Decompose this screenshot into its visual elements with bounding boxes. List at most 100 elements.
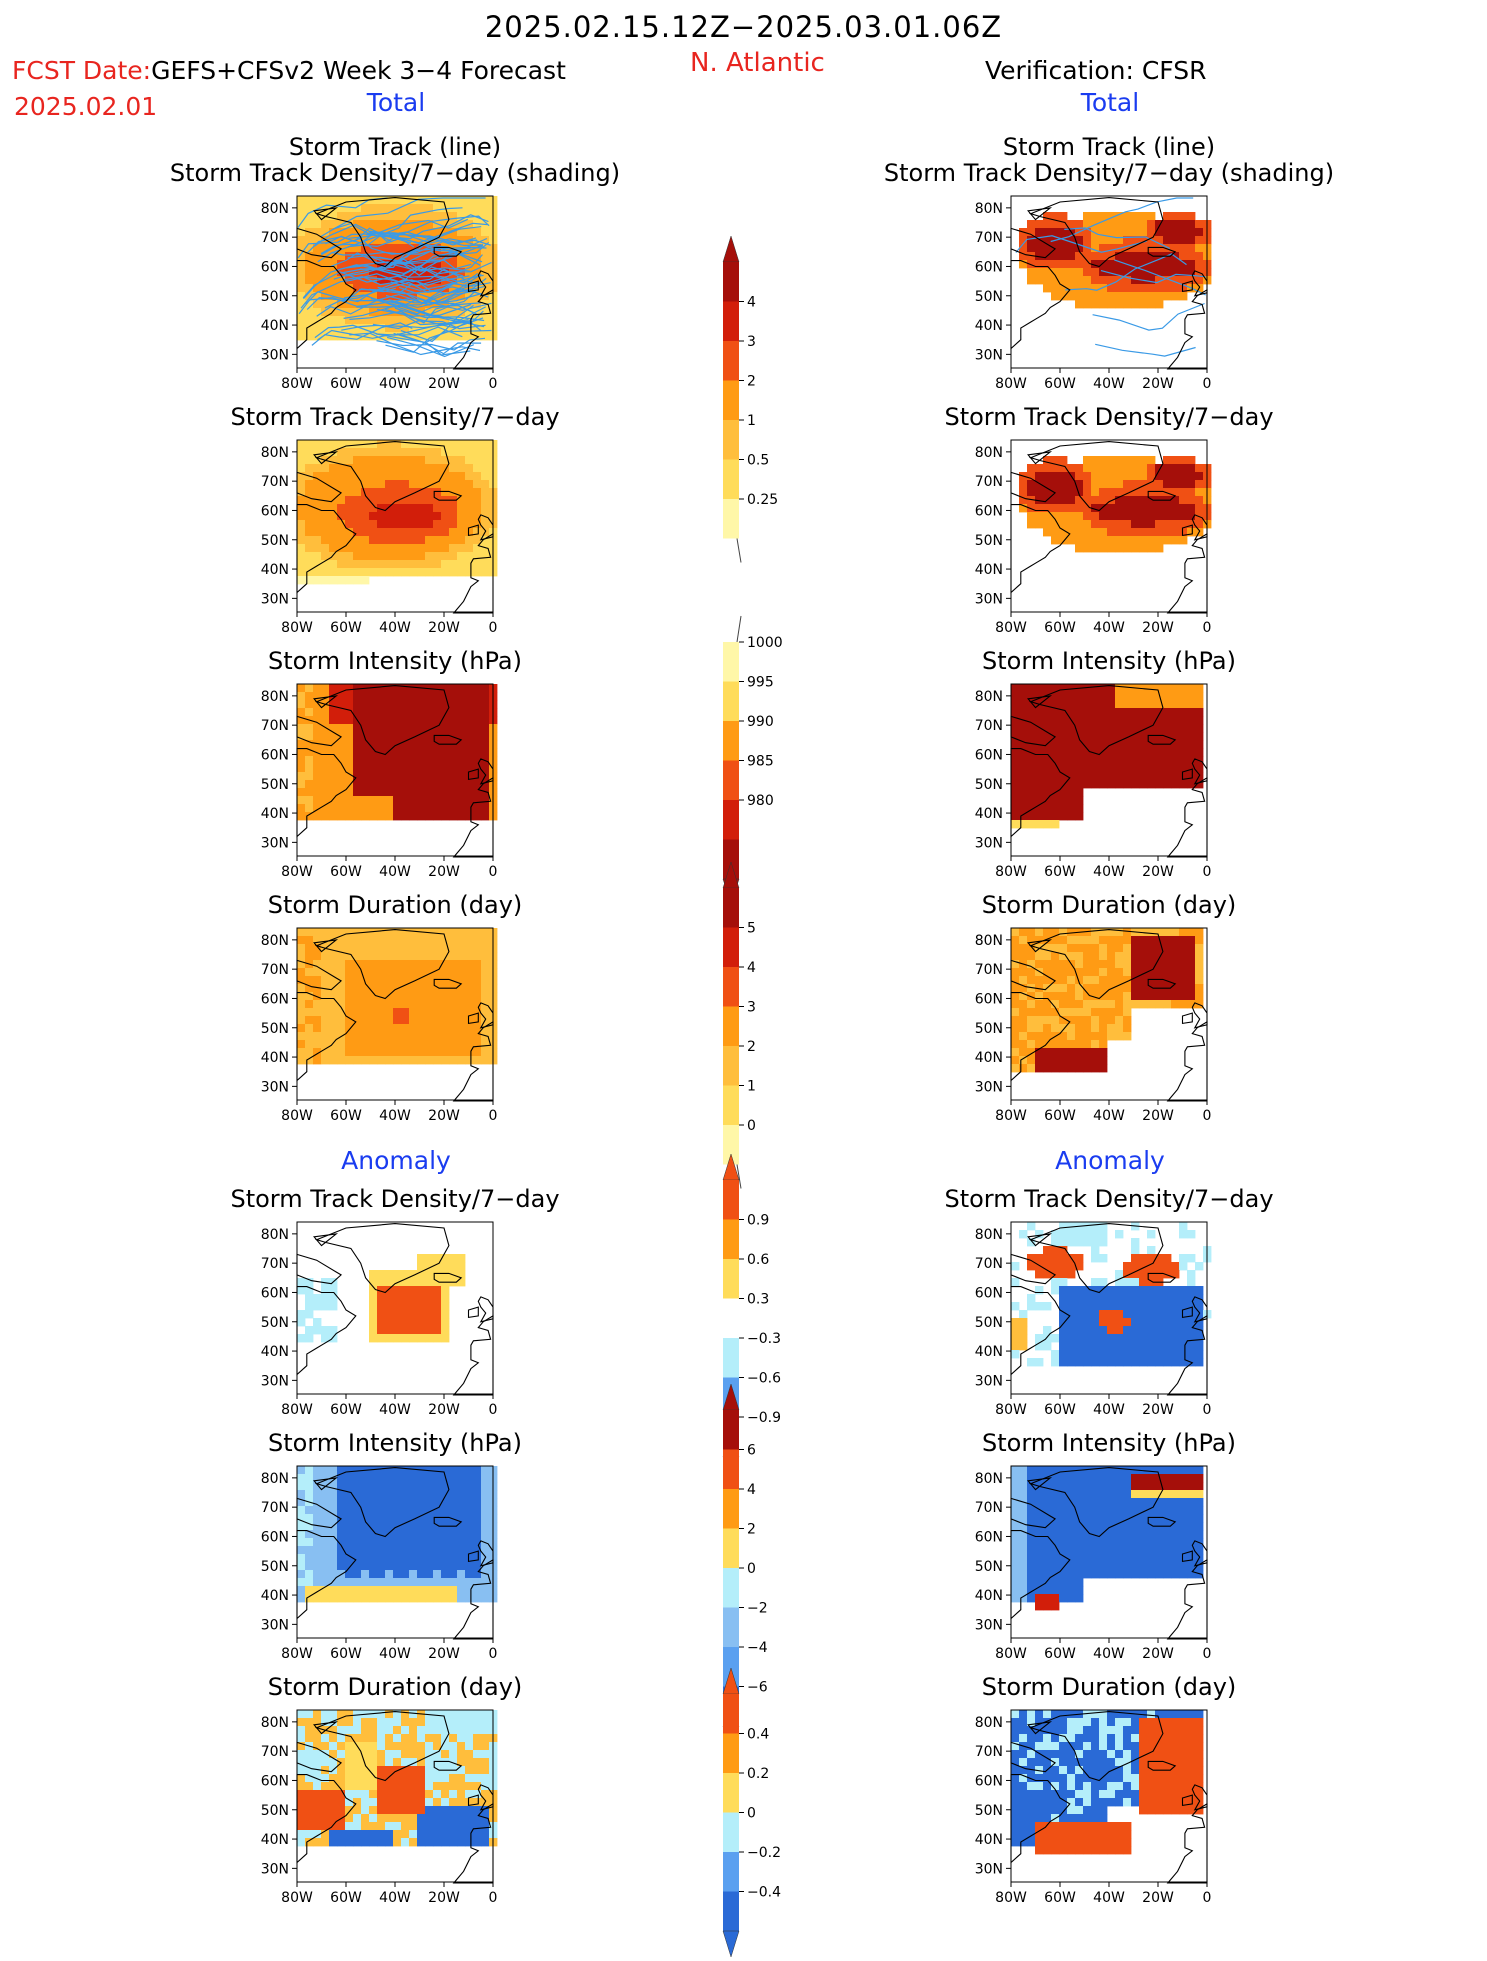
fcst-duration-cell — [321, 1024, 329, 1032]
ver-track-cell — [1139, 300, 1147, 308]
ver-density-anom-cell — [1067, 1334, 1075, 1342]
fcst-density-anom-cell — [417, 1278, 425, 1286]
ver-density-cell — [1067, 512, 1075, 520]
fcst-duration-cell — [409, 1056, 417, 1064]
fcst-density-cell — [361, 448, 369, 456]
fcst-intensity-cell — [329, 796, 337, 804]
ver-density-cell — [1155, 528, 1163, 536]
ver-duration-cell — [1043, 1024, 1051, 1032]
ver-density-anom-cell — [1099, 1302, 1107, 1310]
fcst-intensity-anom-cell — [481, 1490, 489, 1498]
ver-duration-cell — [1019, 976, 1027, 984]
ver-duration-cell — [1155, 992, 1163, 1000]
fcst-density-cell — [417, 536, 425, 544]
ver-intensity-cell — [1059, 692, 1067, 700]
ver-intensity-anom-cell — [1179, 1466, 1187, 1474]
ver-duration-cell — [1131, 944, 1139, 952]
fcst-duration-cell — [409, 936, 417, 944]
ver-duration-cell — [1147, 992, 1155, 1000]
ver-density-anom-cell — [1147, 1302, 1155, 1310]
fcst-duration-anom-cell — [345, 1758, 353, 1766]
ver-track-cell — [1091, 228, 1099, 236]
fcst-intensity-anom-cell — [433, 1482, 441, 1490]
fcst-intensity-cell — [465, 732, 473, 740]
fcst-intensity-anom-cell — [393, 1554, 401, 1562]
fcst-density-anom-cell — [425, 1302, 433, 1310]
ver-density-cell — [1107, 472, 1115, 480]
ver-intensity-anom-cell — [1059, 1530, 1067, 1538]
ver-intensity-cell — [1019, 788, 1027, 796]
fcst-duration-cell — [361, 1016, 369, 1024]
fcst-intensity-cell — [441, 748, 449, 756]
ver-density-cell — [1179, 504, 1187, 512]
fcst-density-anom-cell — [433, 1334, 441, 1342]
ver-track-cell — [1099, 236, 1107, 244]
ver-duration-cell — [1075, 960, 1083, 968]
fcst-density-anom-cell — [409, 1326, 417, 1334]
ver-density-anom-cell — [1083, 1310, 1091, 1318]
fcst-density-cell — [465, 488, 473, 496]
ver-intensity-cell — [1123, 716, 1131, 724]
ver-duration-cell — [1107, 1032, 1115, 1040]
fcst-duration-cell — [481, 936, 489, 944]
fcst-duration-cell — [297, 1016, 305, 1024]
ver-density-cell — [1019, 480, 1027, 488]
fcst-duration-cell — [417, 1016, 425, 1024]
fcst-intensity-cell — [369, 756, 377, 764]
ver-density-anom-cell — [1179, 1286, 1187, 1294]
ver-duration-cell — [1131, 984, 1139, 992]
forecast-model: GEFS+CFSv2 Week 3−4 Forecast — [151, 56, 566, 85]
fcst-density-cell — [385, 568, 393, 576]
fcst-duration-anom-cell — [417, 1838, 425, 1846]
ver-intensity-cell — [1091, 708, 1099, 716]
ver-track-cell — [1179, 292, 1187, 300]
ver-intensity-cell — [1187, 708, 1195, 716]
ver-density-anom-cell — [1123, 1278, 1131, 1286]
fcst-density-cell — [385, 488, 393, 496]
ver-duration-cell — [1051, 968, 1059, 976]
fcst-duration-anom-cell — [433, 1718, 441, 1726]
ver-density-cell — [1139, 536, 1147, 544]
fcst-density-cell — [385, 512, 393, 520]
fcst-density-cell — [321, 536, 329, 544]
ver-density-anom-cell — [1091, 1278, 1099, 1286]
ver-density-anom-cell — [1139, 1326, 1147, 1334]
ver-density-cell — [1067, 536, 1075, 544]
fcst-intensity-cell — [345, 740, 353, 748]
fcst-intensity-ytick-label: 60N — [261, 747, 289, 763]
fcst-track-cell — [393, 244, 401, 252]
ver-density-anom-cell — [1179, 1326, 1187, 1334]
fcst-duration-cell — [385, 960, 393, 968]
fcst-intensity-anom-cell — [297, 1466, 305, 1474]
ver-track-cell — [1059, 252, 1067, 260]
fcst-duration-cell — [321, 952, 329, 960]
ver-density-anom-cell — [1011, 1334, 1019, 1342]
ver-intensity-cell — [1179, 708, 1187, 716]
fcst-duration-anom-cell — [385, 1742, 393, 1750]
fcst-intensity-anom-cell — [305, 1578, 313, 1586]
fcst-density-anom-cell — [385, 1286, 393, 1294]
ver-intensity-anom-cell — [1147, 1490, 1155, 1498]
ver-intensity-anom-cell — [1139, 1482, 1147, 1490]
fcst-duration-anom-cell — [313, 1782, 321, 1790]
ver-intensity-cell — [1019, 764, 1027, 772]
fcst-density-anom-cell — [409, 1302, 417, 1310]
fcst-density-cell — [377, 520, 385, 528]
ver-duration-cell — [1115, 944, 1123, 952]
fcst-intensity-cell — [305, 804, 313, 812]
fcst-duration-cell — [401, 976, 409, 984]
fcst-intensity-cell — [321, 716, 329, 724]
fcst-intensity-cell — [321, 788, 329, 796]
fcst-density-cell — [313, 512, 321, 520]
fcst-density-cell — [401, 544, 409, 552]
fcst-duration-cell — [393, 968, 401, 976]
fcst-intensity-anom-cell — [481, 1586, 489, 1594]
fcst-duration-cell — [361, 1056, 369, 1064]
ver-duration-cell — [1011, 1024, 1019, 1032]
ver-density-cell — [1091, 512, 1099, 520]
fcst-duration-anom-cell — [417, 1814, 425, 1822]
fcst-intensity-cell — [297, 748, 305, 756]
fcst-intensity-anom-cell — [361, 1522, 369, 1530]
fcst-intensity-anom-cell — [337, 1522, 345, 1530]
ver-intensity-cell — [1011, 684, 1019, 692]
